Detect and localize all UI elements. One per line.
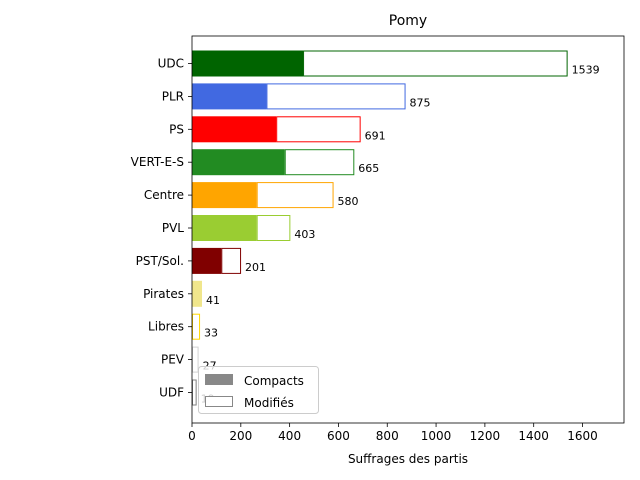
bar-compacts-1	[192, 83, 267, 110]
axes-group: UDC PLR PS VERT-E-S Centre PVL PST/Sol. Pirates…	[131, 35, 625, 443]
value-label-1: 875	[410, 96, 431, 109]
y-tick-label-3: VERT-E-S	[131, 155, 184, 169]
plot-frame	[191, 35, 625, 424]
legend-swatch-modifies	[205, 396, 233, 407]
value-label-7: 41	[206, 294, 220, 307]
legend-label-compacts: Compacts	[244, 374, 304, 388]
bar-compacts-0	[192, 50, 304, 77]
value-label-5: 403	[294, 228, 315, 241]
y-tick-label-6: PST/Sol.	[136, 254, 184, 268]
bar-modifies-8	[192, 313, 201, 340]
x-axis-label: Suffrages des partis	[348, 452, 468, 466]
legend-label-modifies: Modifiés	[244, 396, 294, 410]
bar-compacts-3	[192, 149, 285, 176]
bar-modifies-3	[284, 149, 355, 176]
bar-compacts-4	[192, 182, 257, 209]
legend-swatch-compacts	[205, 374, 233, 385]
value-label-4: 580	[338, 195, 359, 208]
x-tick-label-4: 800	[376, 429, 399, 443]
value-label-3: 665	[358, 162, 379, 175]
bar-modifies-0	[303, 50, 568, 77]
bar-compacts-7	[192, 280, 203, 307]
bar-modifies-2	[276, 116, 361, 143]
bar-compacts-2	[192, 116, 277, 143]
bar-modifies-10	[192, 379, 197, 406]
x-tick-label-7: 1400	[518, 429, 549, 443]
x-tick-label-3: 600	[327, 429, 350, 443]
value-label-2: 691	[365, 129, 386, 142]
bar-compacts-6	[192, 247, 222, 274]
y-tick-label-4: Centre	[144, 188, 184, 202]
bar-modifies-6	[221, 247, 242, 274]
x-tick-label-8: 1600	[567, 429, 598, 443]
y-tick-label-0: UDC	[158, 57, 184, 71]
x-tick-label-6: 1200	[470, 429, 501, 443]
y-tick-label-7: Pirates	[143, 287, 184, 301]
x-tick-label-5: 1000	[421, 429, 452, 443]
y-tick-label-8: Libres	[148, 320, 184, 334]
x-tick-label-0: 0	[188, 429, 196, 443]
value-label-6: 201	[245, 261, 266, 274]
bar-modifies-4	[256, 182, 334, 209]
x-tick-label-1: 200	[229, 429, 252, 443]
x-tick-label-2: 400	[278, 429, 301, 443]
bar-modifies-5	[256, 215, 291, 241]
bar-compacts-5	[192, 215, 257, 241]
value-label-8: 33	[204, 327, 218, 340]
y-tick-label-9: PEV	[161, 353, 185, 367]
y-tick-label-1: PLR	[162, 89, 184, 103]
bars-group: 153987569166558040320141332719	[192, 50, 600, 406]
value-label-0: 1539	[572, 64, 600, 77]
y-tick-label-2: PS	[169, 122, 184, 136]
y-tick-label-10: UDF	[159, 386, 184, 400]
bar-modifies-1	[266, 83, 406, 110]
y-tick-label-5: PVL	[162, 221, 184, 235]
bar-modifies-9	[192, 346, 199, 373]
chart-title: Pomy	[389, 13, 427, 29]
legend: Compacts Modifiés	[198, 366, 319, 414]
